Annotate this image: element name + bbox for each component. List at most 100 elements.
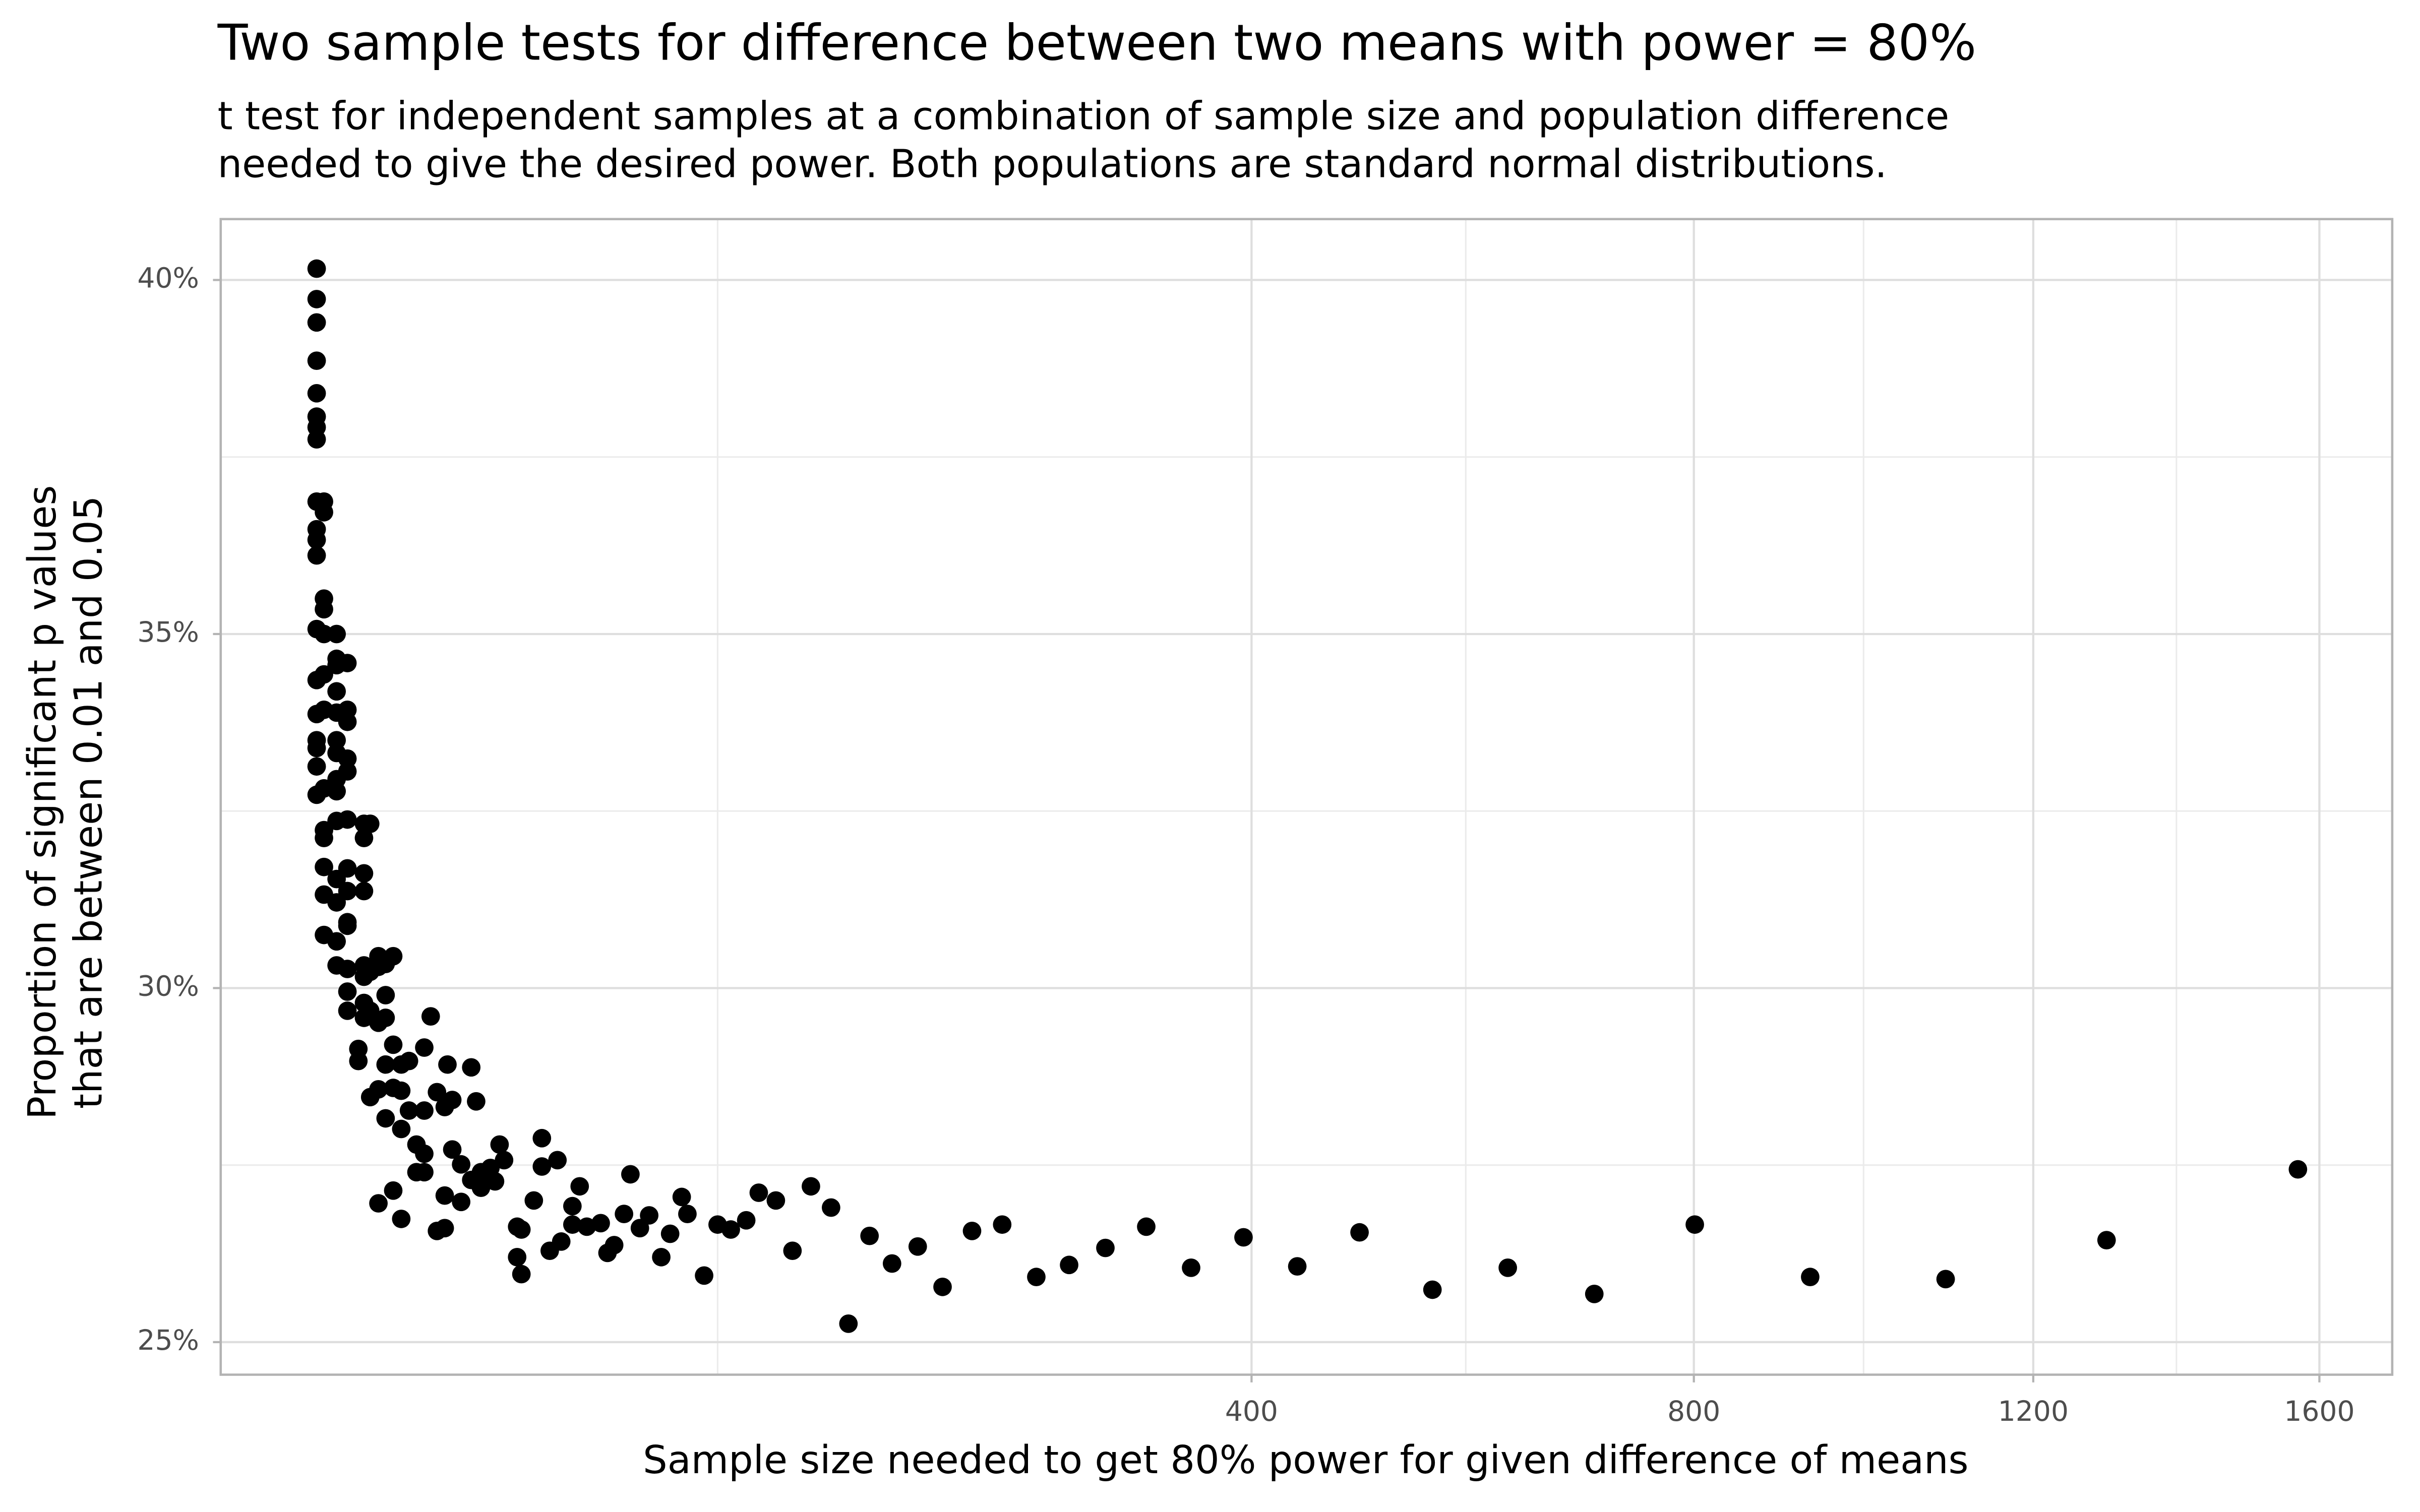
point bbox=[1936, 1270, 1955, 1289]
point bbox=[962, 1221, 982, 1240]
point bbox=[338, 762, 357, 781]
point bbox=[839, 1314, 858, 1333]
point bbox=[490, 1135, 509, 1154]
point bbox=[338, 881, 357, 901]
point bbox=[512, 1265, 531, 1284]
point bbox=[392, 1119, 411, 1139]
point bbox=[307, 290, 326, 308]
point bbox=[307, 530, 326, 549]
point bbox=[438, 1055, 457, 1074]
point bbox=[721, 1220, 740, 1239]
point bbox=[630, 1219, 649, 1238]
point bbox=[1423, 1280, 1442, 1299]
point bbox=[737, 1211, 756, 1230]
point bbox=[399, 1101, 418, 1120]
point bbox=[570, 1177, 589, 1196]
point bbox=[1027, 1268, 1046, 1287]
point bbox=[766, 1191, 785, 1210]
x-axis-title: Sample size needed to get 80% power for … bbox=[643, 1438, 1968, 1483]
point bbox=[415, 1144, 434, 1163]
point bbox=[307, 757, 326, 776]
point bbox=[508, 1247, 527, 1267]
point bbox=[376, 986, 395, 1004]
point bbox=[1182, 1258, 1200, 1277]
point bbox=[660, 1224, 680, 1243]
point bbox=[443, 1091, 462, 1109]
point bbox=[443, 1140, 462, 1159]
point bbox=[315, 600, 333, 619]
x-tick-label: 1600 bbox=[2284, 1395, 2354, 1427]
point bbox=[1288, 1257, 1307, 1276]
point bbox=[349, 1051, 368, 1070]
point bbox=[993, 1215, 1012, 1234]
point bbox=[532, 1128, 552, 1148]
point bbox=[338, 749, 357, 768]
point bbox=[392, 1081, 411, 1100]
point bbox=[435, 1186, 454, 1205]
point bbox=[354, 829, 374, 847]
point bbox=[307, 259, 326, 278]
point bbox=[315, 502, 333, 522]
point bbox=[369, 1194, 388, 1213]
point bbox=[802, 1177, 820, 1196]
point bbox=[486, 1172, 505, 1191]
point bbox=[652, 1247, 671, 1267]
point bbox=[338, 916, 357, 935]
point bbox=[577, 1217, 596, 1236]
x-tick-label: 400 bbox=[1225, 1395, 1278, 1427]
point bbox=[369, 1080, 388, 1099]
point bbox=[376, 1009, 395, 1027]
point bbox=[392, 1210, 411, 1228]
point bbox=[415, 1163, 434, 1182]
grid bbox=[220, 219, 2392, 1375]
point bbox=[327, 782, 346, 801]
chart-subtitle: t test for independent samples at a comb… bbox=[218, 94, 1950, 139]
point bbox=[695, 1266, 713, 1285]
point bbox=[452, 1192, 471, 1212]
point bbox=[338, 712, 357, 731]
point bbox=[307, 738, 326, 758]
point bbox=[338, 960, 357, 978]
x-tick-label: 1200 bbox=[1998, 1395, 2069, 1427]
y-axis-title: Proportion of significant p values bbox=[20, 485, 65, 1119]
point bbox=[1498, 1258, 1518, 1277]
point bbox=[327, 682, 346, 701]
chart-subtitle: needed to give the desired power. Both p… bbox=[218, 142, 1887, 187]
point bbox=[512, 1220, 531, 1239]
y-tick-label: 40% bbox=[137, 262, 199, 294]
point bbox=[783, 1241, 802, 1261]
y-axis-title: that are between 0.01 and 0.05 bbox=[67, 496, 111, 1109]
point bbox=[338, 810, 357, 829]
point bbox=[471, 1178, 491, 1198]
points bbox=[307, 259, 2308, 1333]
point bbox=[672, 1187, 691, 1207]
point bbox=[563, 1196, 582, 1216]
point bbox=[376, 1055, 395, 1074]
point bbox=[548, 1151, 567, 1170]
point bbox=[384, 1181, 403, 1200]
point bbox=[315, 857, 333, 876]
point bbox=[354, 881, 374, 901]
point bbox=[604, 1236, 624, 1254]
point bbox=[307, 313, 326, 332]
point bbox=[621, 1165, 640, 1184]
point bbox=[2097, 1231, 2116, 1249]
point bbox=[338, 982, 357, 1001]
point bbox=[591, 1214, 610, 1233]
point bbox=[338, 859, 357, 878]
point bbox=[532, 1157, 552, 1176]
point bbox=[327, 731, 346, 750]
y-tick-label: 25% bbox=[137, 1324, 199, 1356]
point bbox=[452, 1155, 471, 1174]
point bbox=[307, 546, 326, 565]
point bbox=[360, 814, 380, 833]
point bbox=[327, 624, 346, 644]
chart-title: Two sample tests for difference between … bbox=[217, 15, 1977, 72]
point bbox=[821, 1198, 840, 1217]
point bbox=[908, 1237, 927, 1256]
point bbox=[495, 1151, 514, 1170]
y-tick-label: 30% bbox=[137, 970, 199, 1002]
point bbox=[435, 1219, 454, 1238]
point bbox=[1096, 1238, 1115, 1257]
